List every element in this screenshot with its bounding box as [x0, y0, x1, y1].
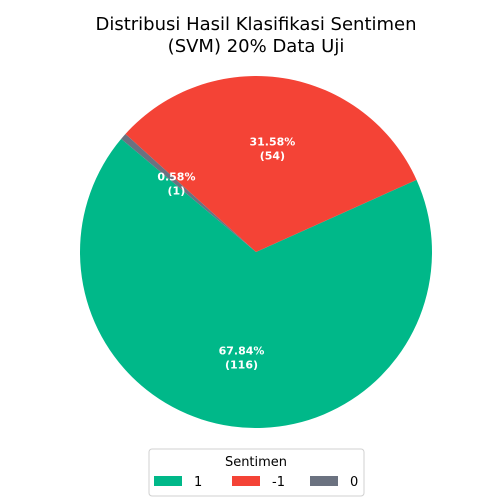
slice-percent-2: 0.58%	[157, 171, 195, 184]
slice-count-2: (1)	[168, 185, 186, 198]
slice-label-2: 0.58% (1)	[157, 171, 195, 198]
pie-slices	[80, 75, 433, 429]
pie-labels: 67.84% (116) 31.58% (54) 0.58% (1)	[157, 136, 295, 372]
legend-swatch-1	[232, 476, 260, 486]
chart-title-line-1: Distribusi Hasil Klasifikasi Sentimen	[95, 14, 416, 35]
pie-slice-1	[125, 75, 417, 252]
pie-slice-0	[80, 138, 433, 429]
legend-label-2: 0	[350, 475, 358, 490]
legend-swatch-0	[154, 476, 182, 486]
slice-label-0: 67.84% (116)	[219, 345, 265, 372]
legend: Sentimen 1 -1 0	[148, 448, 365, 497]
slice-count-0: (116)	[225, 359, 258, 372]
legend-label-1: -1	[272, 475, 285, 490]
legend-title: Sentimen	[225, 455, 287, 470]
slice-count-1: (54)	[260, 150, 285, 163]
legend-items: 1 -1 0	[154, 475, 358, 490]
chart-title-line-2: (SVM) 20% Data Uji	[168, 36, 345, 57]
legend-label-0: 1	[194, 475, 202, 490]
pie-slice-2	[121, 133, 257, 252]
slice-percent-1: 31.58%	[249, 136, 295, 149]
slice-percent-0: 67.84%	[219, 345, 265, 358]
legend-swatch-2	[310, 476, 338, 486]
slice-label-1: 31.58% (54)	[249, 136, 295, 163]
